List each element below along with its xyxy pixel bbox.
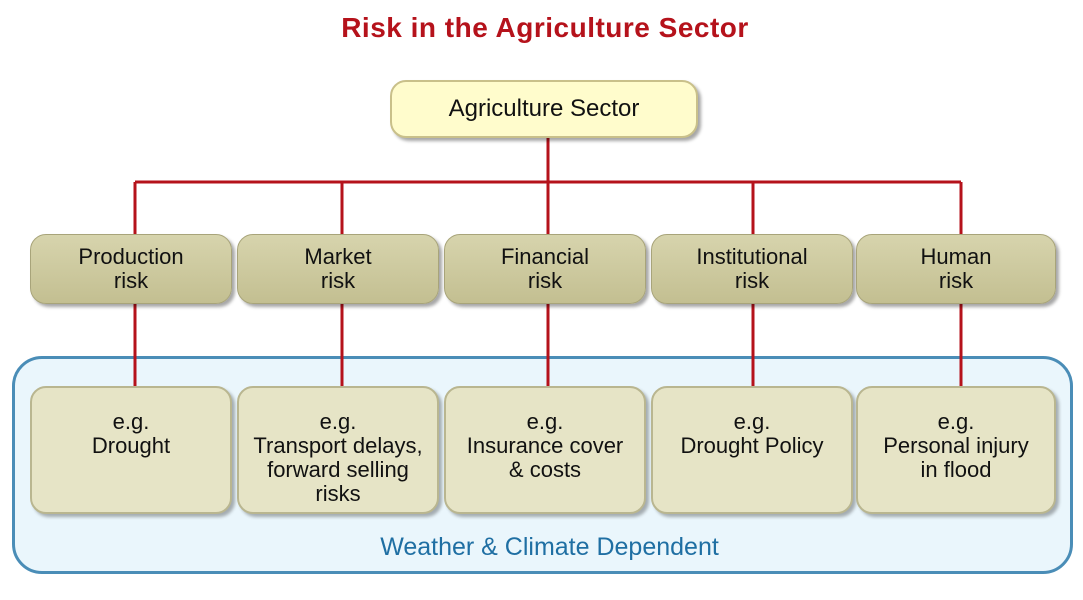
example-node-label: e.g. Personal injury in flood (883, 409, 1029, 482)
example-node-financial: e.g. Insurance cover & costs (444, 386, 646, 514)
risk-node-label: Institutional risk (696, 244, 808, 293)
risk-node-production: Production risk (30, 234, 232, 304)
example-node-human: e.g. Personal injury in flood (856, 386, 1056, 514)
risk-node-label: Production risk (78, 244, 184, 293)
diagram-title: Risk in the Agriculture Sector (341, 12, 749, 43)
example-node-label: e.g. Drought (91, 409, 171, 458)
risk-node-label: Financial risk (500, 244, 590, 293)
example-node-label: e.g. Insurance cover & costs (466, 409, 624, 482)
example-node-production: e.g. Drought (30, 386, 232, 514)
risk-node-human: Human risk (856, 234, 1056, 304)
example-node-institutional: e.g. Drought Policy (651, 386, 853, 514)
example-node-label: e.g. Drought Policy (680, 409, 824, 458)
risk-node-label: Market risk (304, 244, 372, 293)
risk-node-financial: Financial risk (444, 234, 646, 304)
risk-node-label: Human risk (920, 244, 992, 293)
risk-node-market: Market risk (237, 234, 439, 304)
root-node-agriculture-sector: Agriculture Sector (390, 80, 698, 138)
risk-node-institutional: Institutional risk (651, 234, 853, 304)
region-label: Weather & Climate Dependent (380, 533, 719, 561)
example-node-market: e.g. Transport delays, forward selling r… (237, 386, 439, 514)
root-node-label: Agriculture Sector (448, 95, 640, 122)
example-node-label: e.g. Transport delays, forward selling r… (253, 409, 423, 506)
